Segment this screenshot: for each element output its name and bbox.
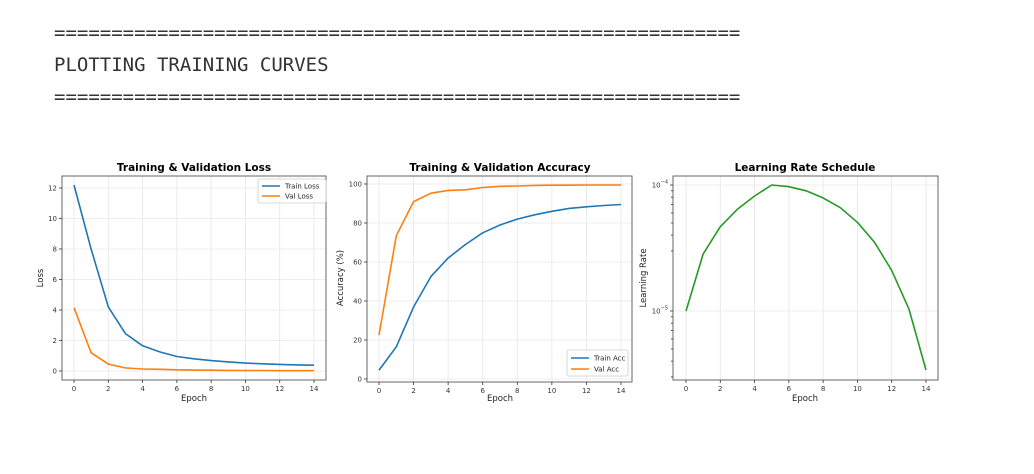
svg-text:0: 0 xyxy=(377,387,381,395)
svg-text:6: 6 xyxy=(175,385,180,393)
series-line xyxy=(378,203,622,371)
svg-text:14: 14 xyxy=(922,385,931,393)
svg-text:2: 2 xyxy=(411,387,415,395)
svg-text:2: 2 xyxy=(106,385,110,393)
svg-text:10−4: 10−4 xyxy=(652,180,668,190)
svg-text:8: 8 xyxy=(209,385,213,393)
loss-legend: Train Loss Val Loss xyxy=(257,178,327,204)
svg-text:100: 100 xyxy=(349,181,362,189)
svg-text:8: 8 xyxy=(821,385,825,393)
lr-ylabel: Learning Rate xyxy=(639,248,649,307)
learning-rate-chart: Learning Rate Schedule 0 2 4 6 8 10 12 14 10−5 10… xyxy=(639,162,939,404)
learning-rate-chart-title: Learning Rate Schedule xyxy=(735,162,876,174)
svg-text:4: 4 xyxy=(752,385,757,393)
accuracy-chart-title: Training & Validation Accuracy xyxy=(409,162,590,174)
svg-text:0: 0 xyxy=(72,385,76,393)
accuracy-grid xyxy=(367,176,632,382)
svg-text:12: 12 xyxy=(887,385,896,393)
svg-text:60: 60 xyxy=(353,259,362,267)
accuracy-legend: Train Acc Val Acc xyxy=(566,349,629,377)
svg-text:12: 12 xyxy=(275,385,284,393)
series-line xyxy=(378,184,621,336)
loss-chart-title: Training & Validation Loss xyxy=(117,162,271,174)
separator-bottom: ========================================… xyxy=(54,86,741,108)
legend-train-loss: Train Loss xyxy=(284,183,320,191)
series-line xyxy=(73,307,314,372)
svg-text:0: 0 xyxy=(358,376,362,384)
svg-text:2: 2 xyxy=(718,385,722,393)
svg-text:4: 4 xyxy=(446,387,451,395)
accuracy-xlabel: Epoch xyxy=(487,394,513,404)
svg-text:8: 8 xyxy=(515,387,519,395)
accuracy-lines xyxy=(378,184,622,371)
svg-text:40: 40 xyxy=(353,298,362,306)
svg-text:12: 12 xyxy=(48,185,57,193)
lr-grid xyxy=(673,176,938,380)
loss-grid xyxy=(62,176,326,380)
svg-text:10: 10 xyxy=(853,385,862,393)
accuracy-axes-frame xyxy=(366,175,633,383)
separator-top: ========================================… xyxy=(54,22,741,44)
series-line xyxy=(685,184,927,371)
accuracy-ylabel: Accuracy (%) xyxy=(336,250,346,306)
svg-text:0: 0 xyxy=(53,368,57,376)
svg-text:14: 14 xyxy=(617,387,626,395)
loss-ticks: 0 2 4 6 8 10 12 14 0 2 4 6 8 10 12 xyxy=(48,185,319,394)
loss-xlabel: Epoch xyxy=(181,394,207,404)
svg-text:6: 6 xyxy=(53,276,58,284)
svg-text:10−5: 10−5 xyxy=(652,306,668,316)
loss-chart: Training & Validation Loss 0 2 4 6 8 10 12 14 0 2… xyxy=(36,162,327,404)
series-line xyxy=(73,184,315,366)
svg-text:6: 6 xyxy=(480,387,485,395)
svg-text:10: 10 xyxy=(241,385,250,393)
svg-text:8: 8 xyxy=(53,246,57,254)
svg-text:14: 14 xyxy=(310,385,319,393)
loss-ylabel: Loss xyxy=(36,268,46,287)
svg-text:10: 10 xyxy=(48,215,57,223)
console-heading: PLOTTING TRAINING CURVES xyxy=(54,54,329,76)
svg-text:10: 10 xyxy=(547,387,556,395)
svg-text:12: 12 xyxy=(582,387,591,395)
svg-text:4: 4 xyxy=(53,307,58,315)
lr-xlabel: Epoch xyxy=(792,394,818,404)
lr-lines xyxy=(685,184,927,371)
svg-text:2: 2 xyxy=(53,337,57,345)
legend-val-acc: Val Acc xyxy=(594,366,619,374)
accuracy-chart: Training & Validation Accuracy 0 2 4 6 8 10 12… xyxy=(336,162,633,404)
legend-train-acc: Train Acc xyxy=(593,355,626,363)
loss-axes-frame xyxy=(61,175,327,381)
svg-text:4: 4 xyxy=(140,385,145,393)
accuracy-ticks: 0 2 4 6 8 10 12 14 0 20 40 60 80 100 xyxy=(349,181,626,396)
svg-text:6: 6 xyxy=(787,385,792,393)
svg-text:80: 80 xyxy=(353,220,362,228)
svg-text:0: 0 xyxy=(684,385,688,393)
lr-axes-frame xyxy=(672,175,939,381)
loss-lines xyxy=(73,184,315,372)
lr-ticks: 0 2 4 6 8 10 12 14 10−5 10−4 xyxy=(652,180,931,394)
svg-text:20: 20 xyxy=(353,337,362,345)
legend-val-loss: Val Loss xyxy=(285,193,313,201)
